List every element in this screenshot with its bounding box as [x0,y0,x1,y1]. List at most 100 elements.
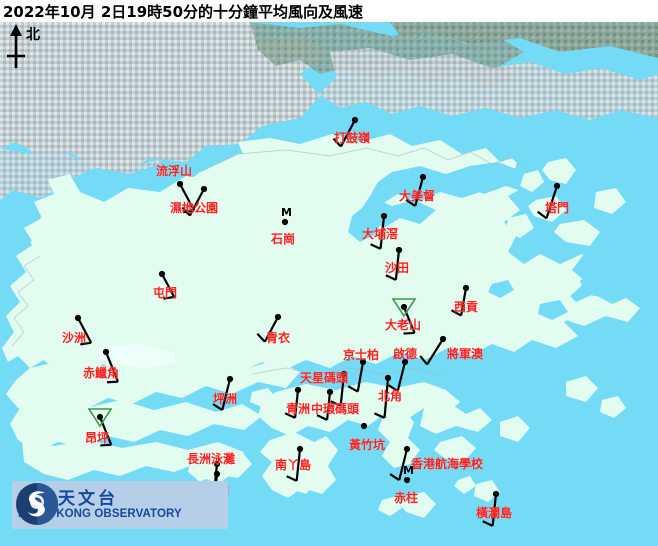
station-label-5[interactable]: 大埔滘 [362,227,399,241]
station-label-10[interactable]: 西貢 [454,300,479,314]
station-label-2[interactable]: 濕地公園 [170,201,219,215]
station-dot [395,246,403,254]
wind-station-marker [286,445,304,482]
station-label-20[interactable]: 中環碼頭 [311,402,360,416]
station-dot [200,185,208,193]
wind-barb-feather [389,473,400,481]
station-label-28[interactable]: 赤柱 [394,491,419,505]
wind-barb-feather [80,341,92,346]
logo-name-en: HONG KONG OBSERVATORY [18,507,182,520]
wind-barb-shaft [179,183,196,212]
station-dot [400,303,408,311]
station-label-19[interactable]: 青洲 [286,402,311,416]
wind-barb-feather [100,443,112,447]
wind-barb-feather [450,309,462,317]
map-canvas[interactable]: 北 打鼓嶺流浮山濕地公園 M 石崗 大美督大埔滘沙田 塔門屯門大老山 西貢青衣 沙洲赤鱲角 京… [0,22,658,546]
station-label-13[interactable]: 赤鱲角 [83,366,120,380]
wind-barb-shaft [293,389,300,418]
station-dot [226,375,234,383]
station-label-15[interactable]: 啟德 [393,347,418,361]
station-dot [401,358,409,366]
wind-station-marker [158,270,176,300]
wind-barb-feather [482,520,494,527]
wind-barb-shaft [104,351,120,383]
wind-station-marker [450,284,470,317]
wind-station-marker [181,185,208,217]
wind-barb-shaft [356,361,365,392]
wind-station-marker [391,298,417,335]
station-dot [102,348,110,356]
station-label-18[interactable]: 北角 [378,389,403,403]
wind-barb-shaft [379,215,386,249]
wind-barb-shaft [491,493,498,526]
station-dot [359,358,367,366]
calm-wind-marker: M [281,206,292,219]
wind-barb-feather [332,137,342,148]
wind-barb-feather [347,385,359,393]
station-label-22[interactable]: 昂坪 [85,431,110,445]
wind-barbs-layer [74,116,561,527]
station-dot [96,413,104,421]
wind-barb-feather [286,475,298,482]
wind-barb-shaft [161,273,176,298]
base-map-graphic [0,22,658,546]
station-dot [403,445,411,453]
wind-station-marker [370,212,388,250]
wind-station-marker [102,348,120,384]
station-dot [158,270,166,278]
wind-station-marker [330,370,348,407]
wind-station-marker [482,490,500,527]
station-label-23[interactable]: 長洲泳灘 [187,452,236,466]
wind-barb-shaft [339,119,356,148]
wind-barb-feather [181,206,191,217]
station-dot [340,370,348,378]
station-label-9[interactable]: 大老山 [385,318,422,332]
station-label-14[interactable]: 京士柏 [343,348,380,362]
wind-barb-feather [256,332,266,343]
station-label-7[interactable]: 塔門 [545,201,570,215]
wind-station-marker [284,386,302,419]
wind-barb-shaft [295,448,302,481]
wind-station-marker [332,116,359,148]
north-arrow-icon [7,24,25,68]
wind-station-marker [537,182,561,220]
station-label-6[interactable]: 沙田 [385,261,410,275]
wind-station-marker [389,445,411,481]
station-dot [439,335,447,343]
station-label-11[interactable]: 青衣 [266,331,291,345]
wind-barb-shaft [460,287,468,316]
station-dot [351,116,359,124]
station-label-8[interactable]: 屯門 [153,286,178,300]
wind-barb-feather [163,295,175,300]
wind-station-marker [403,476,411,484]
wind-barb-shaft [396,361,407,392]
gale-warning-triangle-icon [87,408,113,428]
wind-barb-feather [387,384,399,393]
north-label: 北 [26,27,40,43]
station-label-21[interactable]: 坪洲 [213,392,238,406]
wind-barb-shaft [414,176,425,207]
wind-barb-feather [403,331,415,335]
station-dot [213,470,221,478]
station-label-26[interactable]: 南丫島 [275,458,312,472]
wind-barb-feather [419,355,428,366]
station-label-17[interactable]: 天星碼頭 [300,371,349,385]
station-label-4[interactable]: 大美督 [399,189,436,203]
station-label-25[interactable]: 黃竹坑 [349,438,386,452]
wind-station-marker [256,313,282,343]
wind-barb-shaft [398,448,409,481]
station-label-16[interactable]: 將軍澳 [447,347,484,361]
station-label-12[interactable]: 沙洲 [62,331,87,345]
station-label-27[interactable]: 香港航海學校 [411,457,484,471]
wind-station-marker [212,375,234,411]
wind-station-marker [405,173,427,207]
station-label-0[interactable]: 打鼓嶺 [334,131,371,145]
station-label-29[interactable]: 橫瀾島 [476,506,513,520]
wind-barb-feather [537,210,548,220]
wind-station-marker [281,218,289,226]
station-label-3[interactable]: 石崗 [271,232,296,246]
station-dot [74,314,82,322]
station-label-1[interactable]: 流浮山 [156,164,193,178]
wind-station-marker [316,388,334,421]
station-dot [419,173,427,181]
